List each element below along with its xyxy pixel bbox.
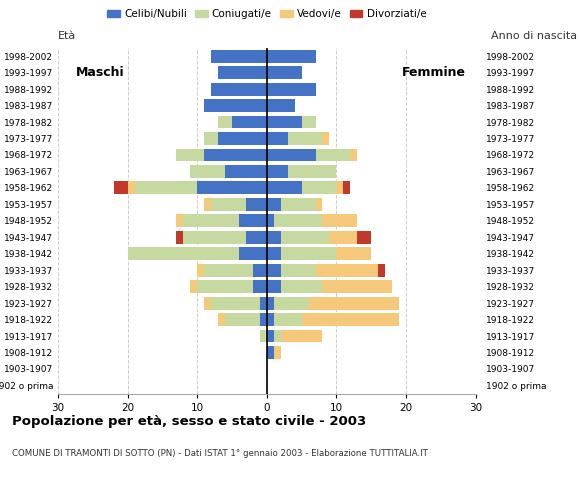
Bar: [267, 247, 281, 260]
Text: Popolazione per età, sesso e stato civile - 2003: Popolazione per età, sesso e stato civil…: [12, 415, 366, 428]
Bar: [322, 215, 357, 227]
Bar: [281, 264, 316, 276]
Bar: [204, 198, 211, 211]
Legend: Celibi/Nubili, Coniugati/e, Vedovi/e, Divorziati/e: Celibi/Nubili, Coniugati/e, Vedovi/e, Di…: [103, 5, 430, 23]
Bar: [302, 181, 336, 194]
Bar: [378, 264, 385, 276]
Bar: [190, 165, 225, 178]
Bar: [288, 165, 336, 178]
Bar: [267, 132, 288, 145]
Bar: [316, 264, 378, 276]
Bar: [197, 181, 267, 194]
Bar: [281, 330, 322, 342]
Bar: [204, 132, 218, 145]
Bar: [218, 132, 267, 145]
Bar: [316, 198, 322, 211]
Bar: [267, 66, 302, 79]
Bar: [183, 231, 246, 244]
Bar: [204, 148, 267, 161]
Bar: [350, 148, 357, 161]
Bar: [322, 132, 329, 145]
Text: Femmine: Femmine: [402, 66, 466, 79]
Text: Età: Età: [58, 31, 76, 41]
Text: Maschi: Maschi: [75, 66, 124, 79]
Bar: [225, 165, 267, 178]
Bar: [274, 346, 281, 359]
Text: COMUNE DI TRAMONTI DI SOTTO (PN) - Dati ISTAT 1° gennaio 2003 - Elaborazione TUT: COMUNE DI TRAMONTI DI SOTTO (PN) - Dati …: [12, 449, 427, 458]
Bar: [197, 280, 253, 293]
Bar: [267, 280, 281, 293]
Bar: [267, 297, 274, 310]
Bar: [232, 116, 267, 129]
Bar: [267, 330, 274, 342]
Bar: [281, 231, 329, 244]
Bar: [218, 313, 225, 326]
Text: Anno di nascita: Anno di nascita: [491, 31, 577, 41]
Bar: [260, 330, 267, 342]
Bar: [267, 313, 274, 326]
Bar: [302, 313, 399, 326]
Bar: [267, 83, 316, 96]
Bar: [128, 181, 135, 194]
Bar: [267, 346, 274, 359]
Bar: [281, 247, 336, 260]
Bar: [267, 181, 302, 194]
Bar: [246, 198, 267, 211]
Bar: [246, 231, 267, 244]
Bar: [183, 215, 239, 227]
Bar: [274, 330, 281, 342]
Bar: [329, 231, 357, 244]
Bar: [281, 280, 322, 293]
Bar: [267, 215, 274, 227]
Bar: [218, 66, 267, 79]
Bar: [114, 181, 128, 194]
Bar: [260, 313, 267, 326]
Bar: [176, 215, 183, 227]
Bar: [239, 215, 267, 227]
Bar: [225, 313, 260, 326]
Bar: [211, 297, 260, 310]
Bar: [218, 116, 232, 129]
Bar: [274, 313, 302, 326]
Bar: [267, 264, 281, 276]
Bar: [302, 116, 316, 129]
Bar: [135, 181, 197, 194]
Bar: [267, 50, 316, 63]
Bar: [204, 297, 211, 310]
Bar: [190, 280, 197, 293]
Bar: [322, 280, 392, 293]
Bar: [357, 231, 371, 244]
Bar: [267, 198, 281, 211]
Bar: [253, 264, 267, 276]
Bar: [267, 99, 295, 112]
Bar: [176, 231, 183, 244]
Bar: [343, 181, 350, 194]
Bar: [204, 264, 253, 276]
Bar: [274, 215, 322, 227]
Bar: [309, 297, 399, 310]
Bar: [204, 99, 267, 112]
Bar: [211, 83, 267, 96]
Bar: [239, 247, 267, 260]
Bar: [211, 50, 267, 63]
Bar: [211, 198, 246, 211]
Bar: [176, 148, 204, 161]
Bar: [336, 247, 371, 260]
Bar: [260, 297, 267, 310]
Bar: [197, 264, 204, 276]
Bar: [253, 280, 267, 293]
Bar: [288, 132, 322, 145]
Bar: [336, 181, 343, 194]
Bar: [316, 148, 350, 161]
Bar: [267, 165, 288, 178]
Bar: [267, 116, 302, 129]
Bar: [281, 198, 316, 211]
Bar: [128, 247, 239, 260]
Bar: [267, 148, 316, 161]
Bar: [267, 231, 281, 244]
Bar: [274, 297, 309, 310]
